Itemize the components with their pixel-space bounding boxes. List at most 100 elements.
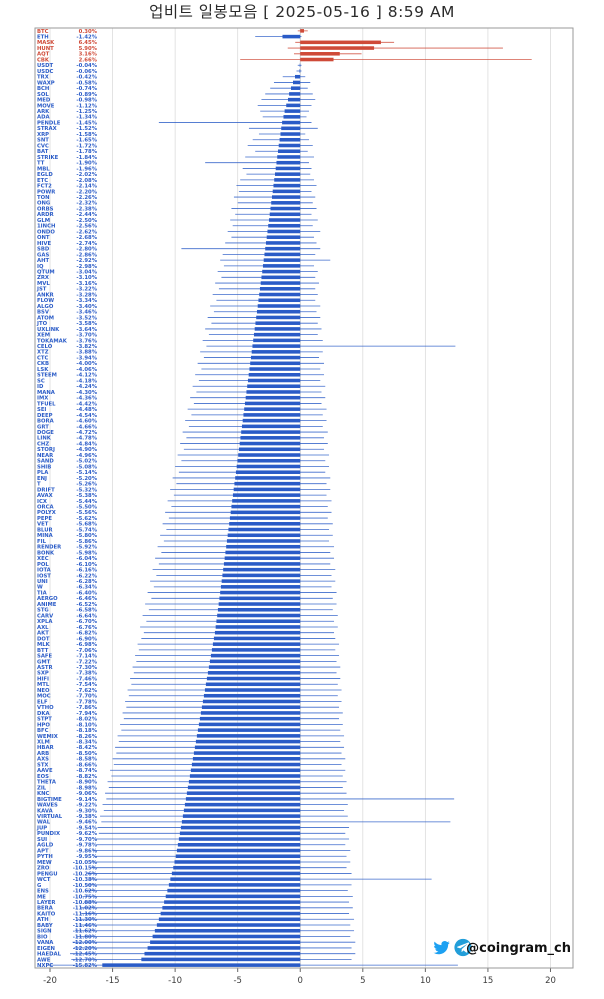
ticker-label: CARV xyxy=(37,613,54,619)
change-bar xyxy=(211,648,301,652)
change-bar xyxy=(223,567,301,572)
change-bar xyxy=(282,120,301,125)
ticker-label: HUNT xyxy=(37,46,54,52)
ticker-label: MED xyxy=(37,98,51,104)
ticker-label: LSK xyxy=(37,367,49,373)
change-bar xyxy=(277,149,301,154)
ticker-label: POLYX xyxy=(37,510,56,516)
change-bar xyxy=(228,527,301,532)
change-label: -9.30% xyxy=(76,808,97,814)
change-label: -2.38% xyxy=(76,206,97,212)
coin-row: MEW -10.05% xyxy=(37,860,351,866)
ticker-label: ETC xyxy=(37,178,48,184)
ticker-label: SAFE xyxy=(37,654,53,660)
ticker-label: MEW xyxy=(37,860,52,866)
ticker-label: WCT xyxy=(37,877,51,883)
change-label: -8.66% xyxy=(76,762,97,768)
coin-row: POL -6.10% xyxy=(37,562,331,568)
ticker-label: BIGTIME xyxy=(37,797,62,803)
change-label: -6.22% xyxy=(76,573,97,579)
change-label: -7.78% xyxy=(76,699,97,705)
change-bar xyxy=(278,143,301,148)
ticker-label: ETH xyxy=(37,34,49,40)
coin-row: AHT -2.92% xyxy=(37,258,331,264)
ticker-label: TRX xyxy=(37,75,49,81)
ticker-label: ASTR xyxy=(37,665,53,671)
ticker-label: CELO xyxy=(37,344,53,350)
change-bar xyxy=(170,877,301,881)
ticker-label: ARB xyxy=(37,751,49,757)
change-bar xyxy=(158,917,301,922)
change-bar xyxy=(300,57,334,62)
change-label: -6.16% xyxy=(76,568,97,574)
coin-row: DRIFT -5.32% xyxy=(37,487,331,493)
coin-row: MANA -4.30% xyxy=(37,390,322,396)
change-label: -15.82% xyxy=(73,963,98,969)
change-bar xyxy=(196,734,301,738)
ticker-label: BCH xyxy=(37,86,49,92)
ticker-label: CKB xyxy=(37,361,49,367)
coin-row: ME -10.75% xyxy=(37,894,353,900)
coin-row: ALGO -3.40% xyxy=(37,304,321,310)
coin-row: MOVE -1.12% xyxy=(37,103,312,109)
ticker-label: ORBS xyxy=(37,206,54,212)
coin-row: EIGEN -12.20% xyxy=(37,946,352,952)
change-label: -3.76% xyxy=(76,338,97,344)
change-bar xyxy=(271,195,301,199)
change-bar xyxy=(219,596,301,601)
coin-row: LAYER -10.88% xyxy=(37,900,350,906)
coin-row: ATOM -3.52% xyxy=(37,315,321,321)
ticker-label: BSV xyxy=(37,310,50,316)
coin-row: MTL -7.54% xyxy=(37,682,338,688)
change-bar xyxy=(283,115,301,119)
ticker-label: ZIL xyxy=(37,785,47,791)
coin-row: SIGN -11.62% xyxy=(37,929,355,935)
change-bar xyxy=(224,556,301,560)
change-label: -3.40% xyxy=(76,304,97,310)
change-label: -10.26% xyxy=(73,871,98,877)
coin-row: IOST -6.22% xyxy=(37,573,332,579)
coin-row: AXL -6.76% xyxy=(37,625,338,631)
ticker-label: GLM xyxy=(37,218,50,224)
coin-row: GAS -2.86% xyxy=(37,252,316,258)
coin-row: SBD -2.80% xyxy=(37,247,321,253)
x-axis: -20 -15 -10 -5 0 5 10 15 20 xyxy=(43,968,556,986)
ticker-label: POL xyxy=(37,562,49,568)
change-bar xyxy=(214,630,301,635)
coin-row: SAND -5.02% xyxy=(37,458,326,465)
change-label: -2.86% xyxy=(76,252,97,258)
ticker-label: EIGEN xyxy=(37,946,55,952)
change-bar xyxy=(245,395,301,400)
coin-row: ARB -8.50% xyxy=(37,751,342,757)
ticker-label: XEC xyxy=(37,556,49,562)
change-bar xyxy=(238,447,301,452)
coin-row: BIO -11.80% xyxy=(37,934,351,940)
change-bar xyxy=(147,946,301,950)
change-label: -7.70% xyxy=(76,694,97,700)
change-label: -10.75% xyxy=(73,894,98,900)
change-label: -5.32% xyxy=(76,487,97,493)
coin-row: USDC -0.06% xyxy=(37,69,302,75)
change-bar xyxy=(205,682,301,687)
change-bar xyxy=(257,304,301,308)
change-bar xyxy=(150,940,301,944)
change-bar xyxy=(268,223,301,228)
change-label: -3.28% xyxy=(76,292,97,298)
change-label: -9.95% xyxy=(76,854,97,860)
change-bar xyxy=(287,97,301,102)
coin-row: DOGE -4.72% xyxy=(37,430,328,436)
change-bar xyxy=(225,550,301,555)
change-label: -0.42% xyxy=(76,75,97,81)
coin-row: QTUM -3.04% xyxy=(37,269,318,275)
ticker-label: ME xyxy=(37,894,46,900)
ticker-label: G xyxy=(37,883,41,889)
ticker-label: TON xyxy=(37,195,50,201)
coin-row: JUP -9.54% xyxy=(36,825,350,831)
change-bar xyxy=(189,774,301,778)
change-label: -0.74% xyxy=(76,86,97,92)
coin-row: PUNDIX -9.62% xyxy=(37,831,346,837)
change-bar xyxy=(253,338,301,343)
coin-row: XTZ -3.88% xyxy=(37,350,323,356)
change-label: -1.34% xyxy=(76,115,97,121)
change-bar xyxy=(237,458,301,463)
